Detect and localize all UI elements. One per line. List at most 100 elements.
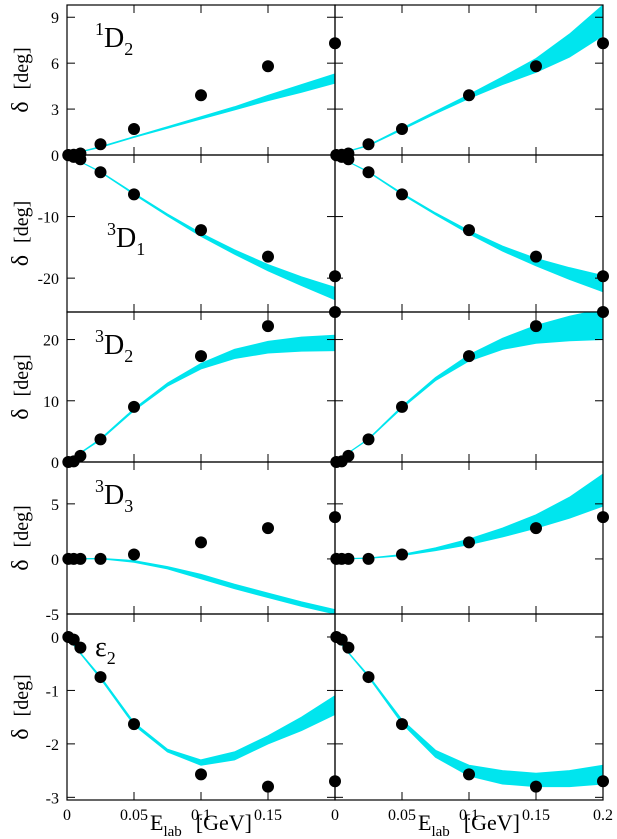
x-label-sub: lab xyxy=(163,824,181,839)
data-point xyxy=(597,775,609,788)
data-point xyxy=(530,60,542,73)
x-tick-label: 0.15 xyxy=(522,807,550,824)
x-tick-label: 0 xyxy=(331,807,339,824)
x-label-unit: [GeV] xyxy=(196,810,252,835)
label-pre: 3 xyxy=(95,326,104,346)
data-point xyxy=(74,449,87,462)
data-point xyxy=(262,60,274,73)
data-point xyxy=(530,522,542,535)
x-tick-label: 0.05 xyxy=(120,807,148,824)
data-point xyxy=(342,449,355,462)
data-point xyxy=(342,153,355,166)
y-axis-label: δ [deg] xyxy=(8,201,34,267)
label-base: D xyxy=(104,23,124,54)
data-point xyxy=(396,122,408,135)
panel-label: 3D1 xyxy=(107,219,145,259)
x-label-unit: [GeV] xyxy=(464,810,520,835)
data-point xyxy=(94,166,107,179)
data-point xyxy=(463,89,475,102)
x-label-base: E xyxy=(150,810,163,835)
data-point xyxy=(530,780,542,793)
label-sub: 2 xyxy=(124,346,133,366)
data-point xyxy=(597,306,609,318)
data-point xyxy=(94,433,107,446)
y-tick-label: -2 xyxy=(46,737,59,754)
panel-frame xyxy=(334,4,604,156)
y-tick-label: 9 xyxy=(51,10,59,27)
y-tick-label: -3 xyxy=(46,790,59,807)
label-base: D xyxy=(104,480,124,511)
x-tick-label: 0.1 xyxy=(191,807,211,824)
uncertainty-band xyxy=(67,155,335,301)
label-sub: 3 xyxy=(124,496,133,516)
y-tick-label: -20 xyxy=(38,271,59,288)
y-tick-label: 10 xyxy=(43,394,59,411)
data-point xyxy=(94,138,107,151)
data-point xyxy=(94,552,107,565)
data-point xyxy=(262,250,274,263)
uncertainty-band xyxy=(335,312,603,462)
x-tick-label: 0.2 xyxy=(593,807,613,824)
label-pre: 3 xyxy=(95,476,104,496)
y-label-symbol: δ xyxy=(8,728,34,739)
data-point xyxy=(74,552,87,565)
y-label-symbol: δ xyxy=(8,559,34,570)
data-point xyxy=(362,671,375,684)
label-base: D xyxy=(116,223,136,254)
data-point xyxy=(342,641,355,654)
data-point xyxy=(597,37,609,50)
y-axis-label: δ [deg] xyxy=(8,354,34,420)
data-point xyxy=(463,224,475,237)
label-sub: 1 xyxy=(136,239,145,259)
y-label-unit: [deg] xyxy=(11,674,33,716)
y-tick-label: -1 xyxy=(46,683,59,700)
y-tick-label: 20 xyxy=(43,333,59,350)
x-axis-label: Elab [GeV] xyxy=(150,810,252,839)
data-point xyxy=(396,718,408,731)
data-point xyxy=(195,768,207,781)
y-axis-label: δ [deg] xyxy=(8,47,34,113)
x-tick-label: 0.1 xyxy=(459,807,479,824)
panel-frame xyxy=(334,613,604,801)
y-tick-label: 3 xyxy=(51,102,59,119)
data-point xyxy=(128,548,140,561)
uncertainty-band xyxy=(67,636,335,766)
uncertainty-band xyxy=(67,557,335,614)
data-point xyxy=(67,633,80,646)
y-label-unit: [deg] xyxy=(11,201,33,243)
data-point xyxy=(74,153,87,166)
panel-label: 1D2 xyxy=(95,19,133,59)
data-point xyxy=(463,768,475,781)
data-point xyxy=(195,89,207,102)
data-point xyxy=(463,350,475,363)
y-label-symbol: δ xyxy=(8,255,34,266)
label-base: D xyxy=(104,330,124,361)
label-pre: 3 xyxy=(107,219,116,239)
data-point xyxy=(335,633,348,646)
uncertainty-band xyxy=(335,5,603,155)
data-point xyxy=(94,671,107,684)
data-point xyxy=(396,188,408,201)
data-point xyxy=(195,536,207,549)
y-tick-label: 0 xyxy=(51,552,59,569)
x-tick-label: 0 xyxy=(63,807,71,824)
x-tick-label: 0.05 xyxy=(388,807,416,824)
x-label-sub: lab xyxy=(431,824,449,839)
y-tick-label: 0 xyxy=(51,148,59,165)
label-pre: 1 xyxy=(95,19,104,39)
y-tick-label: 5 xyxy=(51,497,59,514)
data-point xyxy=(128,122,140,135)
data-point xyxy=(128,718,140,731)
data-point xyxy=(262,522,274,535)
data-point xyxy=(463,536,475,549)
data-point xyxy=(128,400,140,413)
y-label-unit: [deg] xyxy=(11,354,33,396)
x-tick-label: 0.15 xyxy=(254,807,282,824)
data-point xyxy=(195,224,207,237)
y-tick-label: 6 xyxy=(51,56,59,73)
data-point xyxy=(396,548,408,561)
y-axis-label: δ [deg] xyxy=(8,674,34,740)
uncertainty-band xyxy=(335,155,603,293)
y-tick-label: 0 xyxy=(51,455,59,472)
